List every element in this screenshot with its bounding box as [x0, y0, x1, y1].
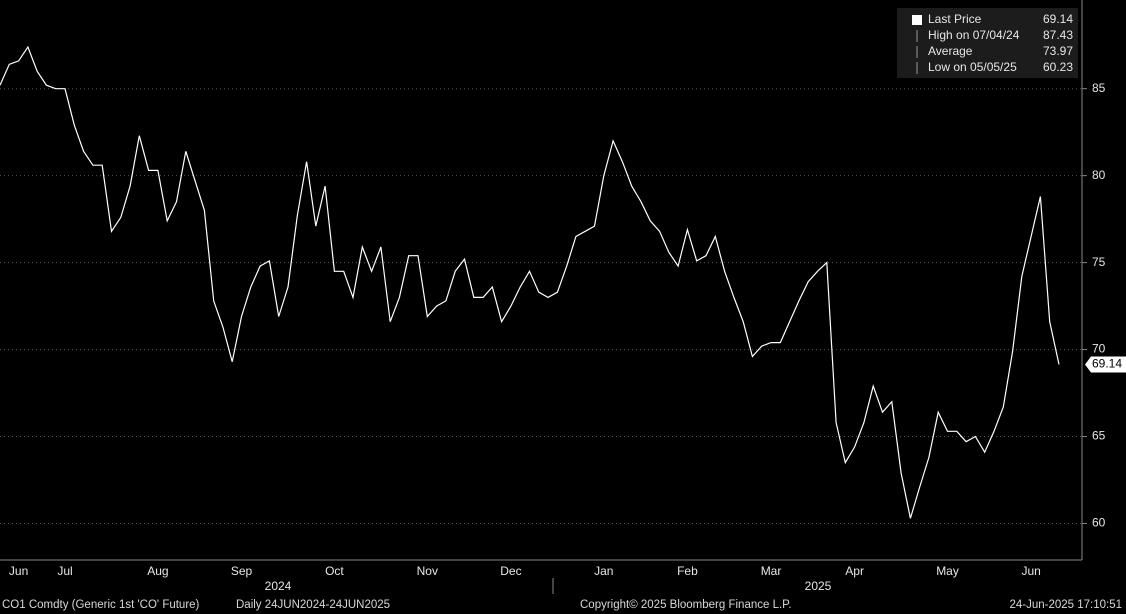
- legend-label: Low on 05/05/25: [928, 60, 1017, 74]
- x-tick-label: Nov: [417, 564, 438, 578]
- legend-label: Last Price: [928, 12, 982, 26]
- legend-label: High on 07/04/24: [928, 28, 1020, 42]
- y-tick-label: 70: [1092, 342, 1106, 356]
- y-tick-label: 75: [1092, 255, 1106, 269]
- x-tick-label: Apr: [845, 564, 864, 578]
- legend-swatch: [912, 15, 922, 25]
- x-tick-label: Oct: [325, 564, 344, 578]
- y-tick-label: 60: [1092, 516, 1106, 530]
- x-tick-label: Jun: [9, 564, 28, 578]
- x-tick-label: Sep: [231, 564, 253, 578]
- last-price-tag-label: 69.14: [1092, 357, 1122, 371]
- legend-value: 60.23: [1043, 60, 1073, 74]
- legend-value: 69.14: [1043, 12, 1073, 26]
- footer-copyright: Copyright© 2025 Bloomberg Finance L.P.: [580, 599, 792, 611]
- legend-box: [897, 8, 1078, 78]
- price-line: [0, 45, 1060, 519]
- x-tick-label: Mar: [761, 564, 782, 578]
- x-tick-label: May: [936, 564, 959, 578]
- y-tick-label: 85: [1092, 81, 1106, 95]
- legend-value: 73.97: [1043, 44, 1073, 58]
- year-label: 2024: [265, 579, 292, 593]
- year-label: 2025: [805, 579, 832, 593]
- y-tick-label: 65: [1092, 429, 1106, 443]
- y-tick-label: 80: [1092, 168, 1106, 182]
- x-tick-label: Dec: [500, 564, 521, 578]
- footer-range: Daily 24JUN2024-24JUN2025: [236, 599, 390, 611]
- footer-timestamp: 24-Jun-2025 17:10:51: [1009, 599, 1122, 611]
- x-tick-label: Jan: [594, 564, 613, 578]
- x-tick-label: Aug: [147, 564, 168, 578]
- x-tick-label: Jul: [57, 564, 72, 578]
- footer-security: CO1 Comdty (Generic 1st 'CO' Future): [2, 599, 200, 611]
- last-price-tag: [1085, 356, 1126, 373]
- x-tick-label: Feb: [677, 564, 698, 578]
- legend-value: 87.43: [1043, 28, 1073, 42]
- x-tick-label: Jun: [1021, 564, 1040, 578]
- legend-label: Average: [928, 44, 973, 58]
